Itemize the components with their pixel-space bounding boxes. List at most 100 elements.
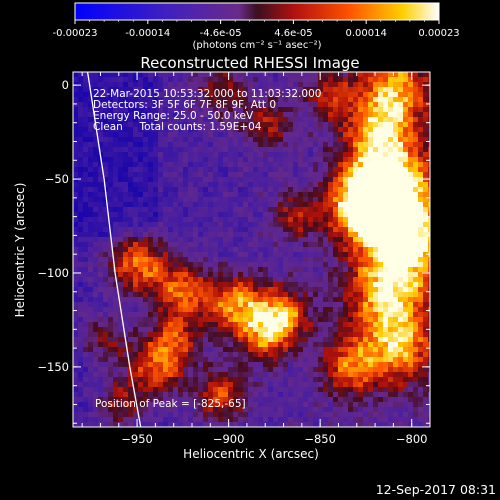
heatmap-cell [398, 252, 404, 258]
heatmap-cell [373, 397, 379, 403]
heatmap-cell [343, 212, 349, 218]
heatmap-cell [368, 162, 374, 168]
heatmap-cell [358, 77, 364, 83]
heatmap-cell [308, 157, 314, 163]
heatmap-cell [113, 197, 119, 203]
heatmap-cell [318, 257, 324, 263]
heatmap-cell [378, 207, 384, 213]
heatmap-cell [223, 397, 229, 403]
heatmap-cell [243, 277, 249, 283]
heatmap-cell [393, 177, 399, 183]
heatmap-cell [198, 287, 204, 293]
heatmap-cell [138, 272, 144, 278]
heatmap-cell [148, 177, 154, 183]
heatmap-cell [388, 197, 394, 203]
heatmap-cell [243, 377, 249, 383]
heatmap-cell [158, 362, 164, 368]
heatmap-cell [428, 167, 430, 173]
heatmap-cell [223, 122, 229, 128]
heatmap-cell [413, 157, 419, 163]
heatmap-cell [378, 142, 384, 148]
heatmap-cell [83, 187, 89, 193]
heatmap-cell [338, 387, 344, 393]
heatmap-cell [188, 177, 194, 183]
heatmap-cell [358, 242, 364, 248]
heatmap-cell [328, 117, 334, 123]
heatmap-cell [288, 317, 294, 323]
heatmap-cell [398, 392, 404, 398]
heatmap-cell [353, 277, 359, 283]
heatmap-cell [378, 187, 384, 193]
heatmap-cell [298, 402, 304, 408]
heatmap-cell [148, 197, 154, 203]
heatmap-cell [428, 307, 430, 313]
heatmap-cell [363, 327, 369, 333]
heatmap-cell [128, 377, 134, 383]
heatmap-cell [143, 197, 149, 203]
heatmap-cell [408, 202, 414, 208]
heatmap-cell [323, 317, 329, 323]
heatmap-cell [218, 87, 224, 93]
heatmap-cell [398, 377, 404, 383]
heatmap-cell [258, 207, 264, 213]
heatmap-cell [193, 222, 199, 228]
heatmap-cell [428, 222, 430, 228]
heatmap-cell [98, 387, 104, 393]
heatmap-cell [183, 122, 189, 128]
heatmap-cell [378, 237, 384, 243]
heatmap-cell [378, 377, 384, 383]
heatmap-cell [163, 117, 169, 123]
heatmap-cell [308, 302, 314, 308]
colorbar-tick-label: -0.00014 [125, 28, 170, 39]
heatmap-cell [138, 117, 144, 123]
heatmap-cell [358, 127, 364, 133]
heatmap-cell [383, 92, 389, 98]
heatmap-cell [413, 297, 419, 303]
heatmap-cell [288, 112, 294, 118]
heatmap-cell [228, 397, 234, 403]
heatmap-cell [88, 372, 94, 378]
heatmap-cell [193, 157, 199, 163]
heatmap-cell [418, 127, 424, 133]
heatmap-cell [288, 207, 294, 213]
heatmap-cell [93, 292, 99, 298]
heatmap-cell [388, 92, 394, 98]
heatmap-cell [323, 407, 329, 413]
heatmap-cell [343, 217, 349, 223]
heatmap-cell [428, 272, 430, 278]
heatmap-cell [143, 357, 149, 363]
heatmap-cell [298, 257, 304, 263]
heatmap-cell [293, 237, 299, 243]
heatmap-cell [428, 377, 430, 383]
heatmap-cell [218, 127, 224, 133]
heatmap-cell [78, 297, 84, 303]
heatmap-cell [98, 327, 104, 333]
heatmap-cell [403, 252, 409, 258]
heatmap-cell [148, 102, 154, 108]
heatmap-cell [373, 112, 379, 118]
heatmap-cell [313, 102, 319, 108]
heatmap-cell [148, 232, 154, 238]
heatmap-cell [288, 262, 294, 268]
heatmap-cell [313, 247, 319, 253]
heatmap-cell [328, 292, 334, 298]
heatmap-cell [118, 217, 124, 223]
heatmap-cell [198, 397, 204, 403]
heatmap-cell [243, 247, 249, 253]
heatmap-cell [188, 222, 194, 228]
heatmap-cell [88, 287, 94, 293]
heatmap-cell [238, 112, 244, 118]
heatmap-cell [318, 142, 324, 148]
heatmap-cell [253, 127, 259, 133]
heatmap-cell [183, 297, 189, 303]
heatmap-cell [158, 92, 164, 98]
heatmap-cell [188, 157, 194, 163]
heatmap-cell [243, 412, 249, 418]
heatmap-cell [383, 337, 389, 343]
heatmap-cell [263, 387, 269, 393]
heatmap-cell [393, 362, 399, 368]
heatmap-cell [108, 127, 114, 133]
heatmap-cell [263, 187, 269, 193]
heatmap-cell [83, 107, 89, 113]
heatmap-cell [133, 357, 139, 363]
